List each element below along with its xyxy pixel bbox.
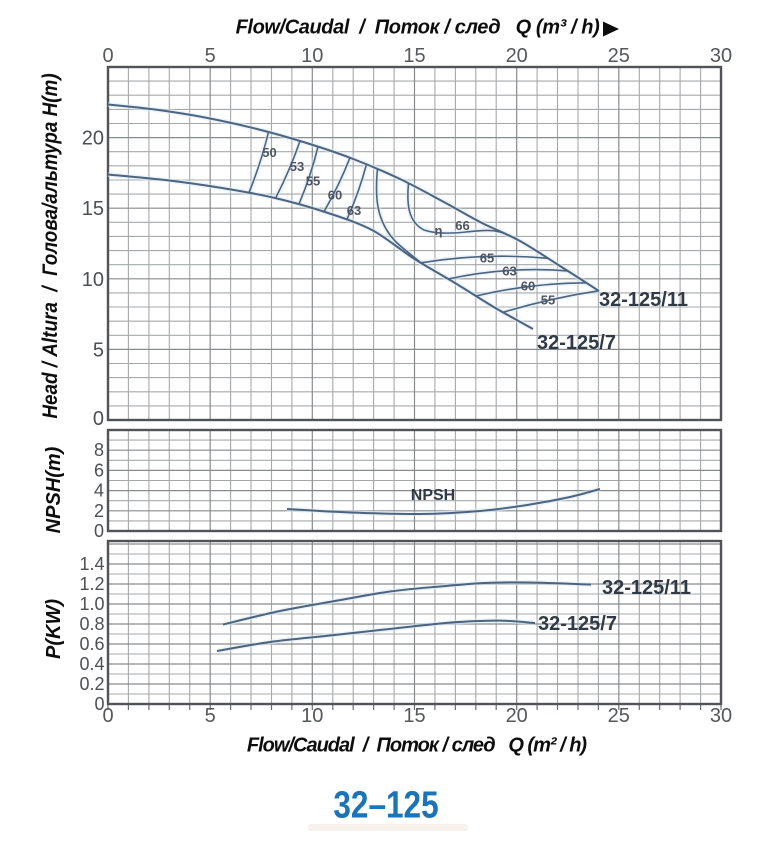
svg-text:P(KW): P(KW) bbox=[43, 599, 65, 659]
svg-text:10: 10 bbox=[82, 269, 104, 291]
svg-text:NPSH(m): NPSH(m) bbox=[43, 446, 65, 533]
svg-text:η: η bbox=[435, 223, 443, 238]
svg-text:55: 55 bbox=[306, 174, 320, 189]
svg-text:66: 66 bbox=[455, 218, 469, 233]
svg-text:10: 10 bbox=[301, 705, 323, 727]
svg-text:25: 25 bbox=[608, 45, 630, 67]
svg-text:15: 15 bbox=[82, 198, 104, 220]
svg-text:30: 30 bbox=[710, 705, 732, 727]
svg-text:20: 20 bbox=[506, 45, 528, 67]
svg-text:63: 63 bbox=[502, 264, 516, 279]
svg-text:32-125/7: 32-125/7 bbox=[537, 332, 616, 354]
svg-text:15: 15 bbox=[403, 45, 425, 67]
svg-text:20: 20 bbox=[82, 128, 104, 150]
svg-text:63: 63 bbox=[347, 203, 361, 218]
svg-text:0: 0 bbox=[93, 408, 104, 430]
svg-text:1.4: 1.4 bbox=[79, 554, 104, 574]
svg-text:5: 5 bbox=[205, 705, 216, 727]
svg-text:10: 10 bbox=[301, 45, 323, 67]
svg-text:0: 0 bbox=[102, 705, 113, 727]
svg-text:30: 30 bbox=[710, 45, 732, 67]
svg-text:1.0: 1.0 bbox=[79, 594, 104, 614]
svg-text:0: 0 bbox=[94, 694, 104, 714]
svg-text:Flow/Caudal / Поток / след: Flow/Caudal / Поток / след Q (m² / h) bbox=[247, 735, 588, 757]
svg-text:0.6: 0.6 bbox=[79, 634, 104, 654]
svg-text:5: 5 bbox=[93, 339, 104, 361]
svg-text:32-125/11: 32-125/11 bbox=[602, 577, 691, 599]
svg-text:32-125/11: 32-125/11 bbox=[599, 289, 688, 311]
svg-text:60: 60 bbox=[328, 188, 342, 203]
svg-text:2: 2 bbox=[94, 501, 104, 521]
svg-text:0.4: 0.4 bbox=[79, 654, 104, 674]
svg-text:6: 6 bbox=[94, 460, 104, 480]
svg-text:20: 20 bbox=[506, 705, 528, 727]
svg-text:32-125/7: 32-125/7 bbox=[538, 613, 617, 635]
svg-text:Head / Altura / Голова/альту: Head / Altura / Голова/альтура H(m) bbox=[39, 73, 62, 419]
svg-text:15: 15 bbox=[403, 705, 425, 727]
svg-text:4: 4 bbox=[94, 481, 104, 501]
svg-text:60: 60 bbox=[521, 279, 535, 294]
svg-text:NPSH: NPSH bbox=[411, 487, 455, 504]
svg-text:65: 65 bbox=[480, 251, 494, 266]
svg-text:0: 0 bbox=[94, 521, 104, 541]
svg-text:50: 50 bbox=[262, 145, 276, 160]
svg-text:0.8: 0.8 bbox=[79, 614, 104, 634]
svg-text:0: 0 bbox=[102, 45, 113, 67]
svg-text:55: 55 bbox=[541, 293, 555, 308]
svg-text:8: 8 bbox=[94, 440, 104, 460]
svg-text:25: 25 bbox=[608, 705, 630, 727]
svg-text:5: 5 bbox=[205, 45, 216, 67]
svg-text:1.2: 1.2 bbox=[79, 574, 104, 594]
svg-text:0.2: 0.2 bbox=[79, 674, 104, 694]
svg-text:32–125: 32–125 bbox=[333, 784, 438, 826]
svg-text:Flow/Caudal / Поток / след: Flow/Caudal / Поток / след Q (m³ / h) bbox=[236, 17, 601, 39]
svg-text:53: 53 bbox=[290, 159, 304, 174]
